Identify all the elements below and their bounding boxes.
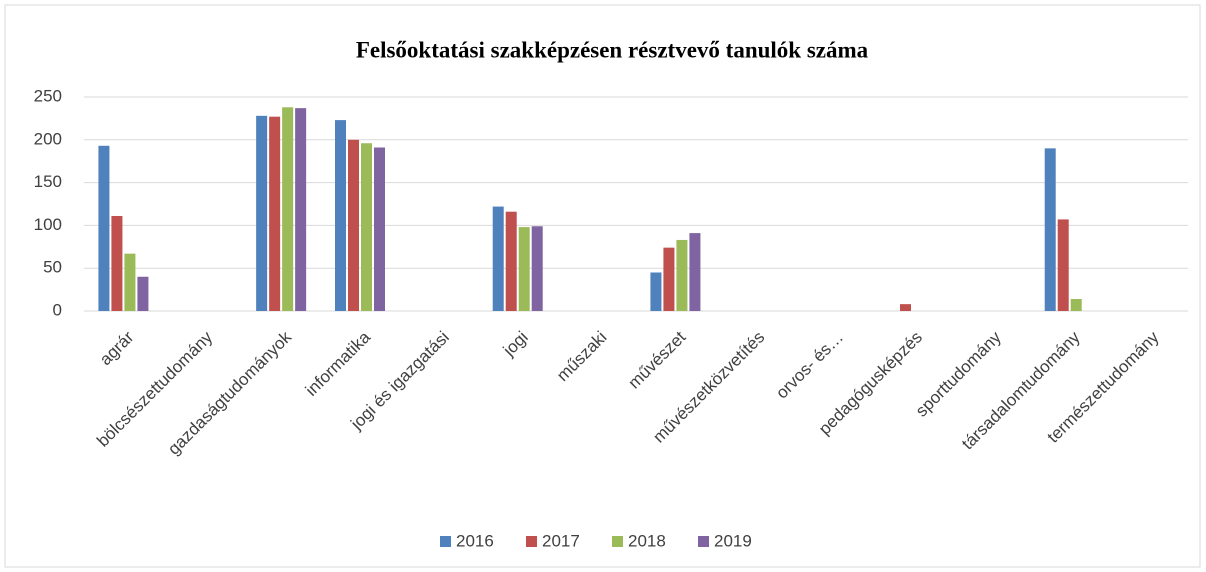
bar (124, 253, 136, 311)
bar (492, 206, 504, 311)
y-tick-label: 200 (34, 129, 62, 148)
bar (98, 145, 110, 311)
chart-frame (4, 4, 1201, 568)
bar (295, 108, 307, 312)
legend-label: 2019 (714, 531, 752, 550)
bar (335, 120, 346, 311)
bar (900, 304, 911, 311)
bar (137, 276, 149, 311)
legend-label: 2017 (542, 531, 580, 550)
bar (676, 239, 688, 311)
y-tick-label: 150 (34, 172, 62, 191)
bar (1057, 219, 1069, 311)
bar (663, 247, 675, 311)
bar (361, 143, 372, 311)
legend-label: 2018 (628, 531, 666, 550)
bar (1070, 299, 1082, 311)
legend-swatch (698, 536, 709, 547)
legend-label: 2016 (456, 531, 494, 550)
y-tick-label: 100 (34, 215, 62, 234)
legend-swatch (526, 536, 537, 547)
bar (531, 226, 543, 311)
bar (256, 115, 268, 311)
bar (505, 211, 517, 311)
bar (348, 139, 359, 311)
legend-swatch (612, 536, 623, 547)
bar (282, 107, 294, 311)
bar (689, 233, 701, 311)
y-tick-label: 50 (43, 258, 62, 277)
bar (269, 116, 281, 311)
legend-swatch (440, 536, 451, 547)
bar (374, 147, 385, 311)
bar (518, 227, 530, 311)
chart-title: Felsőoktatási szakképzésen résztvevő tan… (356, 37, 869, 62)
bar (650, 272, 662, 311)
bar (111, 215, 123, 311)
y-tick-label: 0 (53, 300, 62, 319)
bar (1044, 148, 1056, 311)
y-tick-label: 250 (34, 86, 62, 105)
